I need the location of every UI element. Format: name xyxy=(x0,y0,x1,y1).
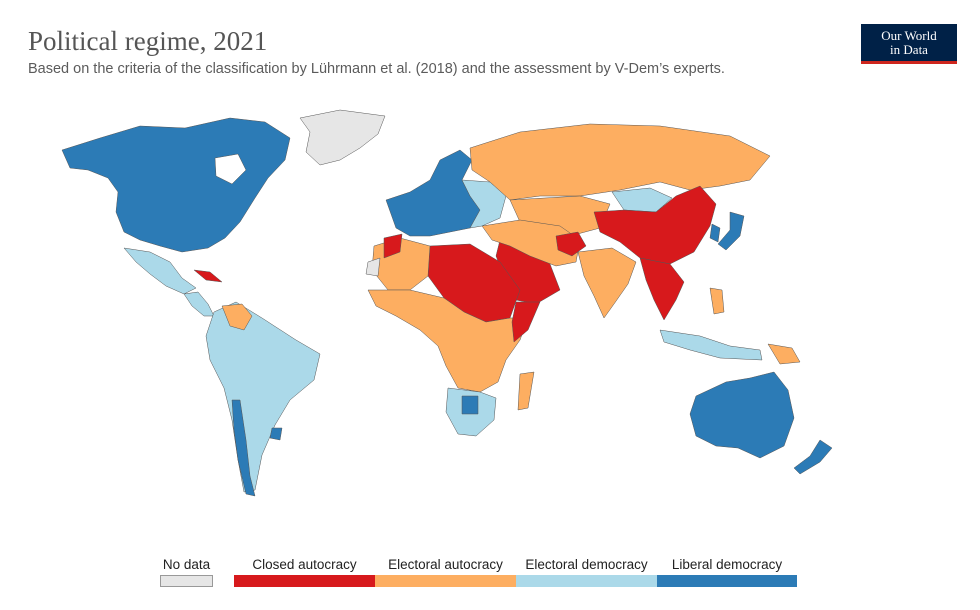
logo-line-1: Our World xyxy=(881,28,937,43)
legend-swatch-closed-autocracy[interactable] xyxy=(234,575,375,587)
region-south-korea[interactable] xyxy=(709,223,721,243)
map-subtitle: Based on the criteria of the classificat… xyxy=(28,61,725,77)
region-north-america[interactable] xyxy=(61,117,291,253)
logo-line-2: in Data xyxy=(890,42,928,57)
legend-swatch-no-data[interactable] xyxy=(160,575,213,587)
region-chile[interactable] xyxy=(231,399,256,497)
region-japan[interactable] xyxy=(717,211,745,251)
legend-label-liberal-democracy: Liberal democracy xyxy=(671,557,783,572)
region-venezuela[interactable] xyxy=(221,303,253,331)
region-madagascar[interactable] xyxy=(517,371,535,411)
region-papua-new-guinea[interactable] xyxy=(767,343,801,365)
region-central-america[interactable] xyxy=(183,291,215,317)
region-afghanistan[interactable] xyxy=(555,231,587,257)
region-morocco[interactable] xyxy=(383,233,403,259)
world-map[interactable] xyxy=(0,0,980,555)
region-indonesia[interactable] xyxy=(659,329,763,361)
region-new-zealand[interactable] xyxy=(793,439,833,475)
region-mexico[interactable] xyxy=(123,247,197,295)
legend-swatch-electoral-democracy[interactable] xyxy=(516,575,657,587)
region-russia[interactable] xyxy=(469,123,771,201)
region-hudson-bay xyxy=(214,153,247,185)
legend: No data Closed autocracy Electoral autoc… xyxy=(0,555,980,595)
legend-label-electoral-democracy: Electoral democracy xyxy=(525,557,648,572)
region-western-sahara[interactable] xyxy=(365,257,381,277)
region-mongolia[interactable] xyxy=(611,187,673,213)
region-south-america[interactable] xyxy=(205,301,321,493)
region-somalia[interactable] xyxy=(511,301,541,343)
region-botswana[interactable] xyxy=(461,395,479,415)
legend-label-closed-autocracy: Closed autocracy xyxy=(252,557,357,572)
legend-swatch-liberal-democracy[interactable] xyxy=(657,575,797,587)
owid-logo[interactable]: Our World in Data xyxy=(861,24,957,64)
legend-swatch-electoral-autocracy[interactable] xyxy=(375,575,516,587)
region-philippines[interactable] xyxy=(709,287,725,315)
region-cuba[interactable] xyxy=(193,269,223,283)
map-title: Political regime, 2021 xyxy=(28,26,268,56)
legend-label-electoral-autocracy: Electoral autocracy xyxy=(388,557,503,572)
region-australia[interactable] xyxy=(689,371,795,459)
region-greenland[interactable] xyxy=(299,109,386,166)
region-sub-saharan-africa[interactable] xyxy=(367,289,529,393)
region-turkey-iran[interactable] xyxy=(481,219,581,267)
legend-label-no-data: No data xyxy=(162,557,211,572)
region-india[interactable] xyxy=(577,247,637,319)
region-maghreb[interactable] xyxy=(371,237,431,291)
region-china[interactable] xyxy=(593,185,717,265)
region-uruguay[interactable] xyxy=(269,427,283,441)
region-southeast-asia[interactable] xyxy=(639,257,685,321)
region-europe-west[interactable] xyxy=(385,149,481,237)
